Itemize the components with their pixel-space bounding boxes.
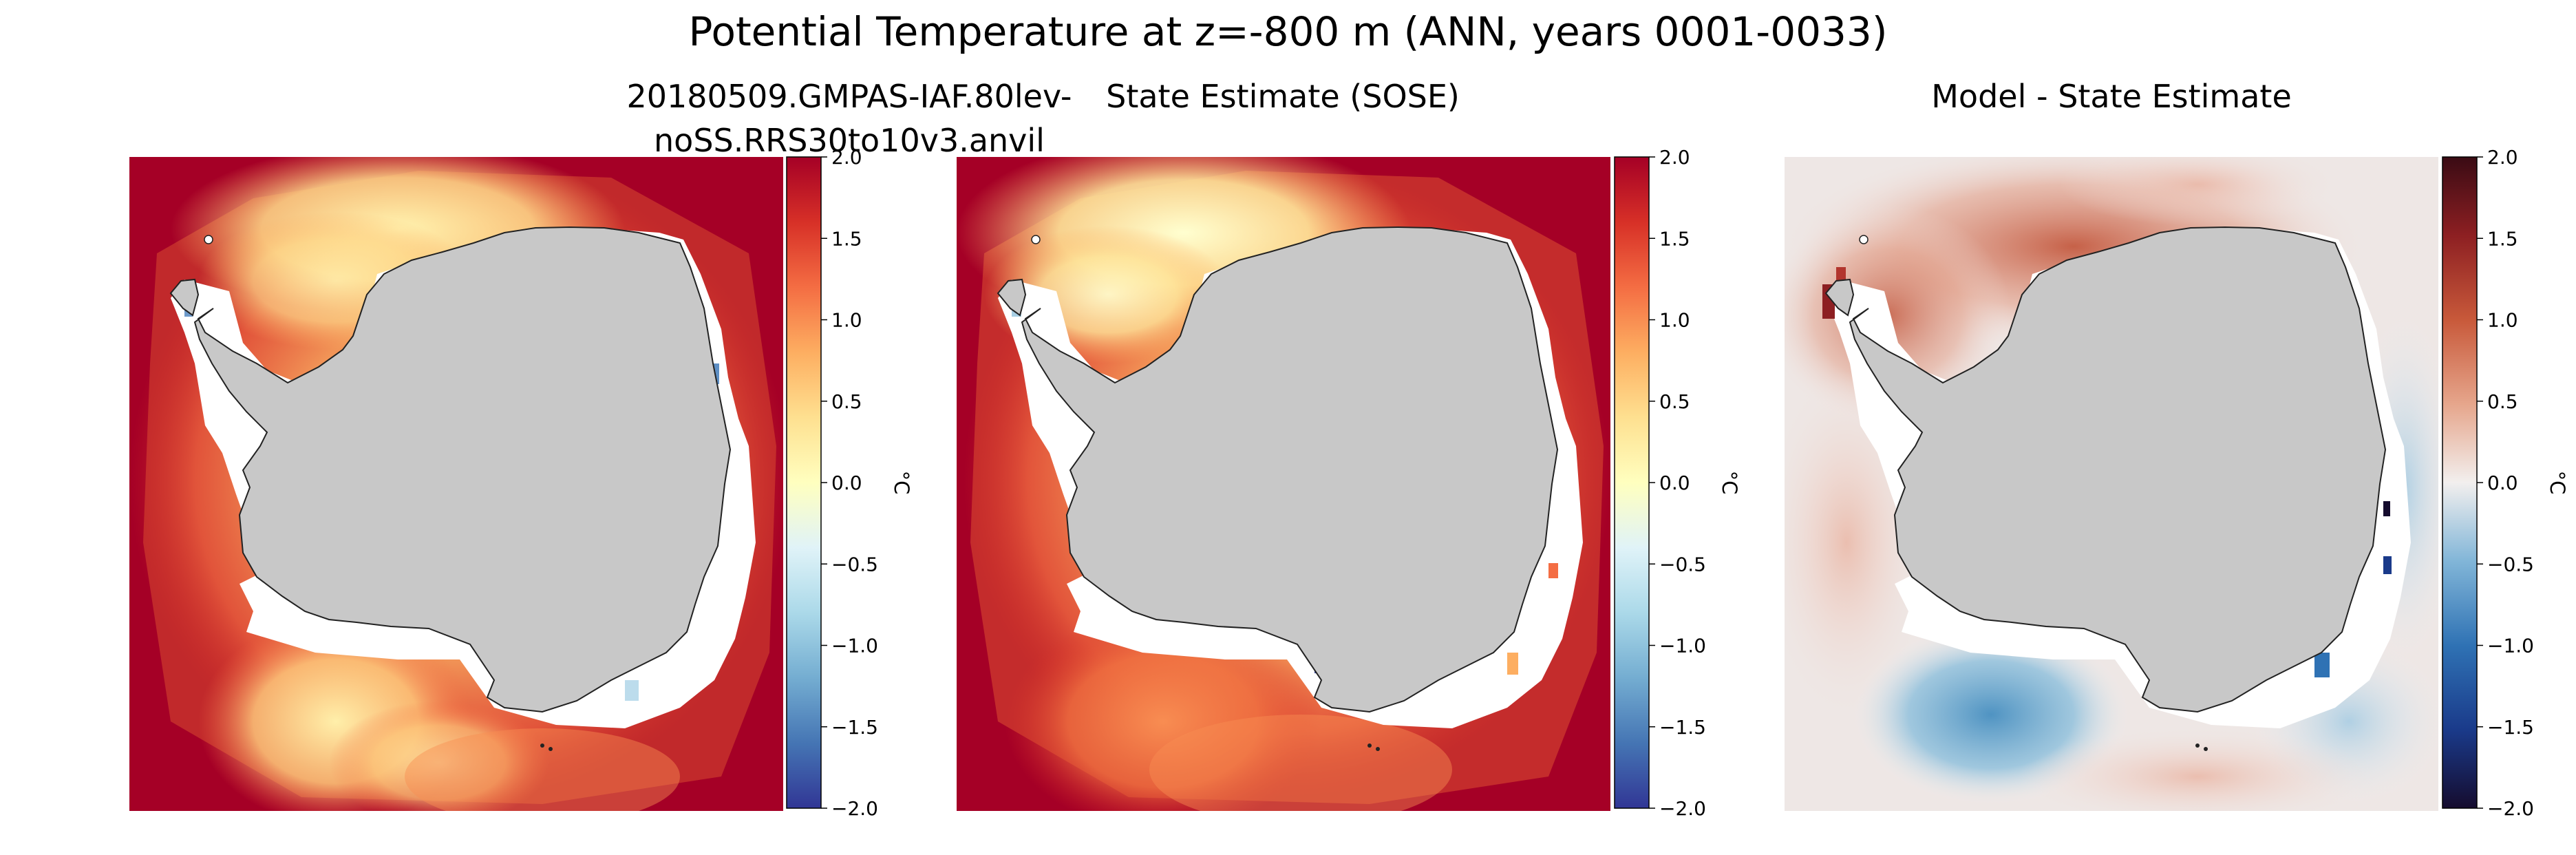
colorbar-tick-label: −1.5 <box>1659 716 1706 739</box>
panel-title-difference: Model - State Estimate <box>1931 78 2292 115</box>
cold-patch <box>625 680 639 701</box>
colorbar-gradient <box>786 156 822 809</box>
colorbar-tick-label: 0.0 <box>2487 472 2518 494</box>
colorbar-tick-label: 2.0 <box>2487 146 2518 169</box>
panel-model-map <box>129 157 783 811</box>
colorbar-tick-label: 0.5 <box>1659 390 1690 413</box>
colorbar-tick-label: 0.0 <box>1659 472 1690 494</box>
colorbar-gradient <box>2442 156 2478 809</box>
colorbar-sose: 2.0 1.5 1.0 0.5 0.0 −0.5 −1.0 −1.5 −2.0 <box>1614 146 1706 820</box>
cold-patch <box>2383 556 2392 574</box>
colorbar-tick-label: 1.5 <box>1659 227 1690 250</box>
colorbar-tick-label: 1.0 <box>1659 309 1690 332</box>
colorbar-tick-label: −1.0 <box>1659 635 1706 657</box>
colorbar-tick-label: 0.5 <box>2487 390 2518 413</box>
colorbar-tick-label: 0.5 <box>831 390 862 413</box>
cold-patch <box>2383 501 2390 516</box>
colorbar-difference: 2.0 1.5 1.0 0.5 0.0 −0.5 −1.0 −1.5 −2.0 <box>2442 146 2534 820</box>
colorbar-tick-label: 0.0 <box>831 472 862 494</box>
colorbar-tick-label: −2.0 <box>1659 797 1706 820</box>
colorbar-tick-label: 1.5 <box>831 227 862 250</box>
colorbar-tick-label: 1.0 <box>831 309 862 332</box>
colorbar-unit-label: °C <box>890 471 913 495</box>
colorbar-tick-label: 2.0 <box>1659 146 1690 169</box>
colorbar-tick-label: 2.0 <box>831 146 862 169</box>
colorbar-tick-label: 1.0 <box>2487 309 2518 332</box>
colorbar-unit-label: °C <box>1718 471 1741 495</box>
cold-patch <box>2314 653 2330 677</box>
colorbar-tick-label: −0.5 <box>1659 553 1706 576</box>
panel-title-model: 20180509.GMPAS-IAF.80lev-noSS.RRS30to10v… <box>626 78 1072 159</box>
panel-title-sose: State Estimate (SOSE) <box>1106 78 1460 115</box>
panel-difference-map <box>1785 157 2438 811</box>
colorbar-tick-label: −1.5 <box>2487 716 2534 739</box>
colorbar-tick-label: −1.5 <box>831 716 878 739</box>
colorbar-gradient <box>1614 156 1650 809</box>
colorbar-tick-label: −0.5 <box>831 553 878 576</box>
colorbar-unit-label: °C <box>2546 471 2569 495</box>
colorbar-tick-label: −1.0 <box>831 635 878 657</box>
colorbar-model: 2.0 1.5 1.0 0.5 0.0 −0.5 −1.0 −1.5 −2.0 <box>786 146 878 820</box>
colorbar-tick-label: −0.5 <box>2487 553 2534 576</box>
figure-title: Potential Temperature at z=-800 m (ANN, … <box>688 8 1888 55</box>
panel-sose-map <box>957 157 1610 811</box>
warm-patch <box>1507 653 1518 675</box>
colorbar-tick-label: −1.0 <box>2487 635 2534 657</box>
colorbar-tick-label: −2.0 <box>2487 797 2534 820</box>
colorbar-tick-label: 1.5 <box>2487 227 2518 250</box>
warm-patch <box>1548 563 1558 578</box>
colorbar-tick-label: −2.0 <box>831 797 878 820</box>
